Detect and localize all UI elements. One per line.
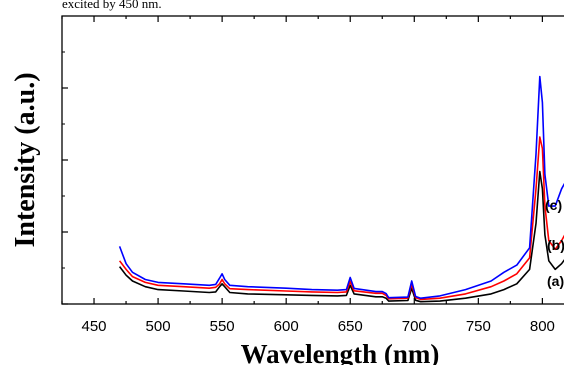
- series-layer: [118, 75, 564, 303]
- x-tick-label: 750: [466, 318, 491, 335]
- series-line: [118, 170, 564, 303]
- caption-fragment: excited by 450 nm.: [62, 0, 162, 11]
- series-line: [118, 75, 564, 299]
- series-label: (b): [547, 237, 564, 253]
- x-tick-label: 700: [402, 318, 427, 335]
- x-tick-label: 450: [82, 318, 107, 335]
- x-axis-ticks: 450 500 550 600 650 700 750 800: [61, 16, 555, 335]
- series-labels: (a) (b) (c): [545, 197, 564, 289]
- x-axis-title: Wavelength (nm): [241, 339, 440, 365]
- series-line: [118, 136, 564, 301]
- y-axis-ticks: [62, 51, 68, 305]
- series-label: (a): [547, 273, 564, 289]
- x-tick-label: 500: [146, 318, 171, 335]
- x-tick-label: 800: [530, 318, 555, 335]
- x-tick-label: 650: [338, 318, 363, 335]
- y-axis-title: Intensity (a.u.): [10, 72, 41, 247]
- x-tick-label: 550: [210, 318, 235, 335]
- plot-frame: [61, 15, 564, 305]
- series-label: (c): [545, 197, 562, 213]
- x-tick-label: 600: [274, 318, 299, 335]
